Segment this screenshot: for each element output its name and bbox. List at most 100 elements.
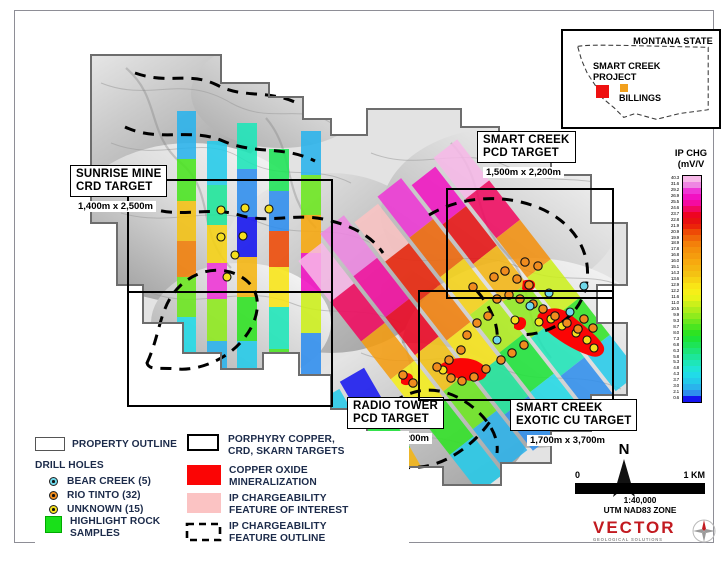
- legend-swatch-ip-interest: [187, 493, 221, 513]
- inset-map-montana[interactable]: MONTANA STATE SMART CREEK PROJECT BILLIN…: [561, 29, 721, 129]
- inset-project-marker: [596, 85, 609, 98]
- target-dim-smart-creek-exotic-cu: 1,700m x 3,700m: [527, 435, 609, 446]
- scalebar-text: 1:40,000 UTM NAD83 ZONE: [575, 495, 705, 515]
- scale-cell: [683, 265, 701, 271]
- scale-tick-label: 29.2: [670, 186, 679, 192]
- scale-cell: [683, 294, 701, 301]
- scale-cell: [683, 342, 701, 349]
- legend-label-targets-line2: CRD, SKARN TARGETS: [228, 446, 345, 457]
- legend-label-targets: PORPHYRY COPPER, CRD, SKARN TARGETS: [228, 434, 345, 458]
- target-box-smart-creek-exotic-cu[interactable]: [418, 290, 614, 401]
- vector-logo-subtext: GEOLOGICAL SOLUTIONS: [593, 537, 663, 542]
- legend-label-ip-interest-line2: FEATURE OF INTEREST: [229, 505, 349, 516]
- legend-label-highlight-rock-line2: SAMPLES: [70, 528, 120, 539]
- scale-cell: [683, 193, 701, 200]
- scale-cell: [683, 223, 701, 230]
- scale-cell: [683, 247, 701, 254]
- north-label: N: [618, 441, 630, 458]
- scale-cell: [683, 330, 701, 337]
- scale-cell: [683, 324, 701, 331]
- legend-label-property-outline: PROPERTY OUTLINE: [72, 438, 177, 450]
- scale-tick-label: 23.7: [670, 210, 679, 216]
- target-label-smart-creek-exotic-cu: SMART CREEK EXOTIC CU TARGET: [510, 399, 638, 431]
- target-label-sunrise-mine: SUNRISE MINE CRD TARGET: [70, 165, 168, 197]
- target-label-line1: SMART CREEK: [516, 402, 603, 414]
- scale-cell: [683, 395, 701, 402]
- scale-cell: [683, 366, 701, 372]
- scale-cell: [683, 211, 701, 218]
- legend-swatch-property-outline: [35, 437, 65, 451]
- scale-title: IP CHG (mV/V: [663, 147, 719, 169]
- target-label-line1: SMART CREEK: [483, 134, 570, 146]
- scale-cell: [683, 205, 701, 212]
- inset-project-line1: SMART CREEK: [593, 61, 661, 71]
- scale-cell: [683, 253, 701, 260]
- inset-billings-label: BILLINGS: [619, 93, 661, 103]
- legend-heading-drill-holes: DRILL HOLES: [35, 460, 104, 471]
- target-label-line1: RADIO TOWER: [353, 400, 439, 412]
- scale-title-line1: IP CHG: [674, 147, 708, 158]
- scale-tick-label: 17.8: [670, 246, 679, 252]
- scale-cell: [683, 241, 701, 248]
- montana-outline-icon: [576, 44, 709, 120]
- vector-logo-text: VECTOR: [593, 518, 676, 537]
- legend-swatch-copper-oxide: [187, 465, 221, 485]
- scale-tick-label: 12.2: [670, 288, 679, 294]
- scale-cell: [683, 176, 701, 182]
- scalebar-bar: [575, 483, 705, 494]
- scale-tick-label: 20.9: [670, 228, 679, 234]
- scale-tick-label: 5.8: [673, 353, 679, 359]
- scale-tick-label: 18.9: [670, 240, 679, 246]
- scale-color-bar: 40.3 31.6 29.2 26.9 25.5 24.6 23.7 22.8 21.9 20.9…: [671, 175, 702, 403]
- scalebar-zero: 0: [575, 470, 581, 480]
- scale-tick-label: 7.3: [673, 335, 679, 341]
- target-label-line2: PCD TARGET: [483, 146, 559, 159]
- vector-logo: VECTOR GEOLOGICAL SOLUTIONS: [593, 518, 716, 543]
- legend-label-ip-outline-line1: IP CHARGEABILITY: [229, 521, 327, 532]
- legend-label-unknown: UNKNOWN (15): [67, 504, 144, 515]
- legend-swatch-ip-outline: [185, 522, 222, 542]
- property-outline-path: [90, 54, 628, 486]
- scale-tick-label: 19.9: [670, 234, 679, 240]
- target-label-line2: CRD TARGET: [76, 180, 153, 193]
- scale-cell: [683, 348, 701, 355]
- inset-billings-marker: [620, 84, 628, 92]
- target-label-radio-tower-pcd: RADIO TOWER PCD TARGET: [347, 397, 445, 429]
- target-dim-smart-creek-pcd: 1,500m x 2,200m: [483, 167, 565, 178]
- scale-cell: [683, 354, 701, 361]
- scale-cell: [683, 271, 701, 277]
- legend-dot-bear-creek: [49, 477, 58, 486]
- target-box-radio-tower-pcd[interactable]: [127, 291, 333, 407]
- scale-cell: [683, 383, 701, 390]
- legend-swatch-targets: [187, 434, 219, 451]
- scale-tick-label: 16.8: [670, 252, 679, 258]
- scale-tick-label: 11.6: [671, 294, 679, 299]
- legend-label-ip-outline-line2: FEATURE OUTLINE: [229, 533, 326, 544]
- scale-tick-label: 11.0: [671, 299, 679, 305]
- ip-chargeability-scale: IP CHG (mV/V 40.3 31.6 29.2 26.9 25.5 24.6 23.…: [663, 147, 719, 403]
- scale-cell: [683, 217, 701, 224]
- scale-tick-label: 10.5: [670, 305, 679, 311]
- scale-tick-label: 3.0: [673, 383, 679, 389]
- scale-tick-label: 0.6: [673, 395, 679, 401]
- scale-tick-label: 5.3: [673, 359, 679, 365]
- scale-cell: [683, 371, 701, 378]
- scale-tick-label: 22.8: [670, 216, 679, 222]
- scale-tick-label: 6.3: [673, 347, 679, 353]
- scale-tick-label: 4.8: [673, 365, 679, 371]
- scale-tick-label: 13.6: [670, 276, 679, 282]
- target-label-smart-creek-pcd: SMART CREEK PCD TARGET: [477, 131, 576, 163]
- legend-label-ip-interest: IP CHARGEABILITY FEATURE OF INTEREST: [229, 493, 348, 517]
- legend-label-targets-line1: PORPHYRY COPPER,: [228, 434, 335, 445]
- target-box-smart-creek-pcd[interactable]: [446, 188, 614, 299]
- target-label-line1: SUNRISE MINE: [76, 168, 162, 180]
- scale-cell: [683, 306, 701, 313]
- scale-cell: [683, 336, 701, 343]
- scale-cell: [683, 282, 701, 289]
- scale-tick-label: 8.0: [673, 329, 679, 335]
- target-dim-sunrise-mine: 1,400m x 2,500m: [75, 201, 157, 212]
- scale-cell: [683, 229, 701, 236]
- legend-label-bear-creek: BEAR CREEK (5): [67, 476, 152, 487]
- scale-cell: [683, 276, 701, 283]
